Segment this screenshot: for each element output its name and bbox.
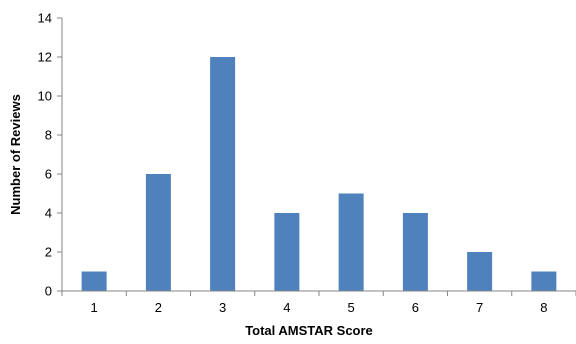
- x-tick-label: 7: [476, 300, 483, 315]
- y-axis-ticks: 0 2 4 6 8 10 12 14: [38, 11, 62, 299]
- x-tick-label: 2: [155, 300, 162, 315]
- bar-6: [402, 213, 428, 291]
- y-tick-label: 6: [45, 167, 52, 182]
- x-axis-title: Total AMSTAR Score: [245, 323, 373, 338]
- x-tick-label: 4: [283, 300, 290, 315]
- bar-3: [210, 57, 236, 291]
- bar-2: [145, 174, 171, 291]
- bars: [81, 57, 557, 291]
- bar-5: [338, 193, 364, 291]
- bar-4: [274, 213, 300, 291]
- y-tick-label: 14: [38, 11, 52, 26]
- y-tick-label: 12: [38, 50, 52, 65]
- bar-7: [467, 252, 493, 291]
- x-tick-label: 5: [348, 300, 355, 315]
- x-tick-label: 3: [219, 300, 226, 315]
- y-tick-label: 4: [45, 206, 52, 221]
- bar-1: [81, 271, 107, 291]
- y-tick-label: 8: [45, 128, 52, 143]
- x-tick-label: 8: [540, 300, 547, 315]
- bar-8: [531, 271, 557, 291]
- x-axis-ticks: 1 2 3 4 5 6 7 8: [61, 291, 576, 315]
- y-tick-label: 10: [38, 89, 52, 104]
- x-tick-label: 6: [412, 300, 419, 315]
- y-tick-label: 0: [45, 284, 52, 299]
- x-tick-label: 1: [91, 300, 98, 315]
- y-axis-title: Number of Reviews: [8, 94, 23, 215]
- y-tick-label: 2: [45, 245, 52, 260]
